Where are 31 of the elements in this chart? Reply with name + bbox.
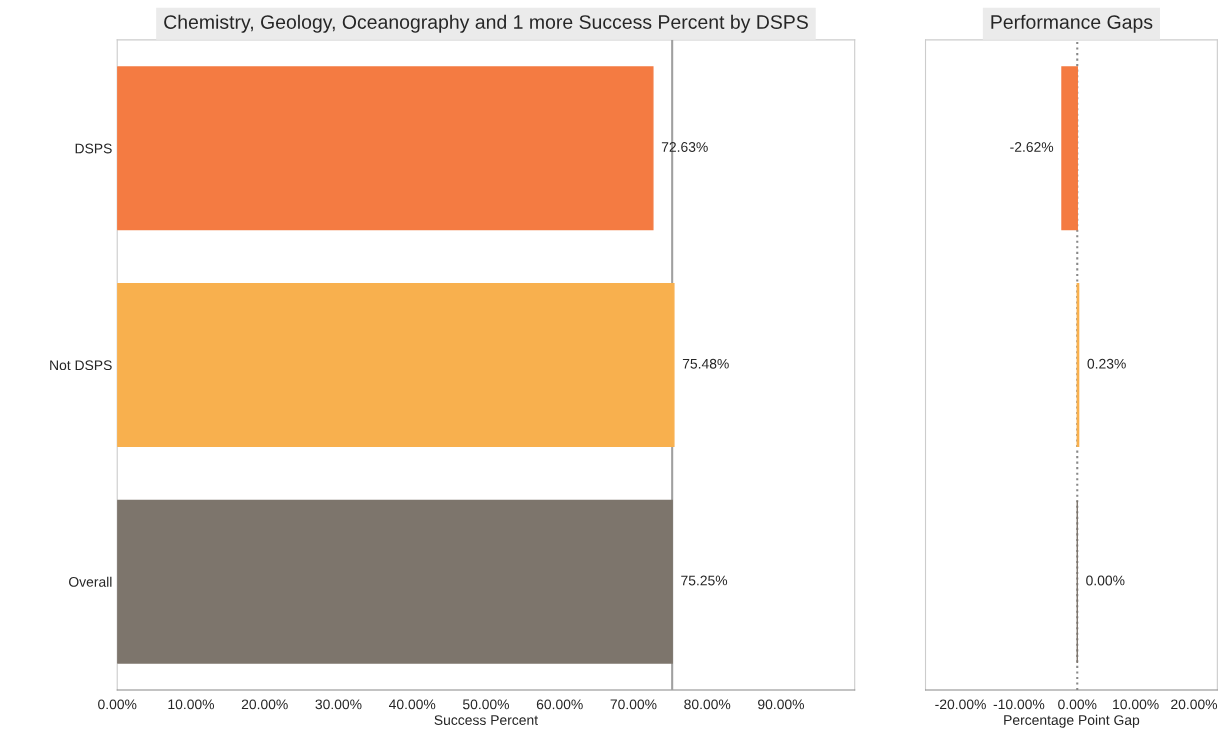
x-tick-label: 50.00% [462,699,510,710]
x-tick-label: 70.00% [610,699,657,710]
x-tick-label: 0.00% [1058,699,1097,710]
x-tick-label: 20.00% [1171,699,1218,710]
y-tick-label: Not DSPS [50,360,112,371]
x-tick-label: 80.00% [684,699,731,710]
chart-title: Chemistry, Geology, Oceanography and 1 more Success Percent by DSPS [164,14,808,33]
x-axis-title: Success Percent [434,715,538,725]
x-axis-title: Percentage Point Gap [1004,714,1140,728]
x-tick-label: 10.00% [168,699,215,710]
bar [117,499,673,664]
bar [117,66,654,231]
x-tick-label: 40.00% [388,699,436,710]
y-tick-label: DSPS [75,143,112,154]
data-label: 75.48% [682,358,729,369]
y-tick-label: Overall [69,576,112,587]
data-label: 0.00% [1086,575,1125,586]
data-label: 0.23% [1087,358,1126,369]
data-label: -2.62% [1010,142,1054,152]
x-tick-label: 20.00% [241,699,288,710]
x-tick-label: 30.00% [315,699,362,710]
data-label: 75.25% [681,575,728,586]
data-label: 72.63% [661,142,708,152]
x-tick-label: 0.00% [98,699,137,710]
bar [117,282,675,447]
chart-title: Performance Gaps [991,14,1153,33]
x-tick-label: 60.00% [536,699,583,710]
x-tick-label: 90.00% [758,699,805,710]
x-tick-label: 10.00% [1113,699,1159,710]
x-tick-label: -10.00% [993,699,1045,710]
x-tick-label: -20.00% [935,699,986,710]
